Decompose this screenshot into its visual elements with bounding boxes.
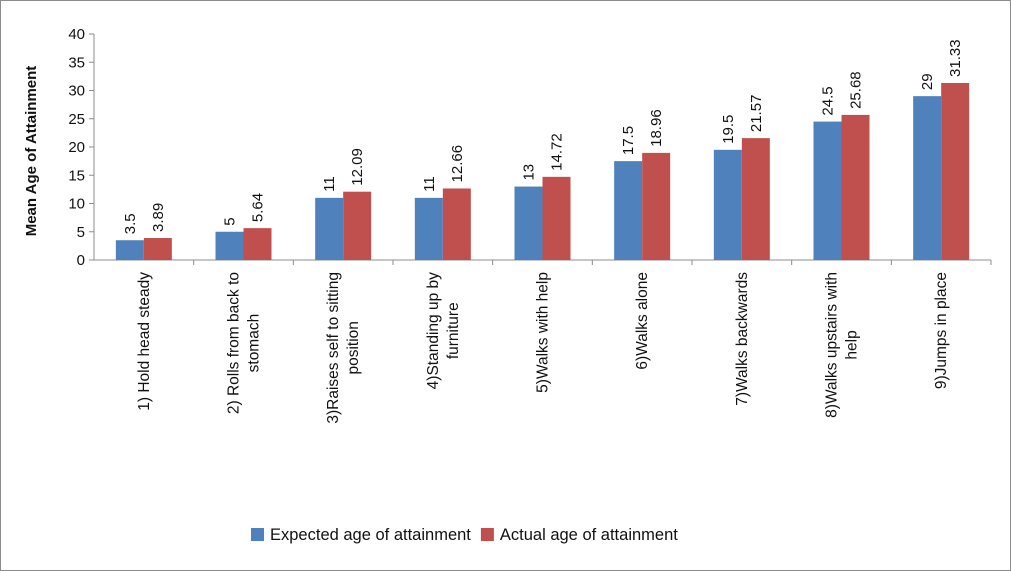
data-label-expected: 24.5 <box>820 86 837 115</box>
data-label-expected: 19.5 <box>720 115 737 144</box>
y-tick-label: 5 <box>77 224 85 241</box>
bar-expected <box>514 186 543 260</box>
legend-swatch-expected <box>251 528 264 541</box>
bar-actual <box>442 188 471 260</box>
y-tick-label: 0 <box>77 252 85 269</box>
data-label-actual: 18.96 <box>648 109 665 147</box>
category-label: 1) Hold head steady <box>136 272 153 411</box>
category-label-line: 8)Walks upstairs with <box>824 272 841 418</box>
category-label-line: 7)Walks backwards <box>734 272 751 406</box>
bar-expected <box>614 161 643 260</box>
bar-actual <box>741 138 770 260</box>
data-label-expected: 17.5 <box>620 126 637 155</box>
bar-expected <box>115 240 144 260</box>
legend-label-expected: Expected age of attainment <box>270 526 471 544</box>
bar-actual <box>941 82 970 260</box>
category-label-line: furniture <box>445 302 462 359</box>
y-tick-label: 35 <box>68 54 85 71</box>
category-label-line: 6)Walks alone <box>634 272 651 370</box>
data-label-actual: 12.09 <box>349 148 366 186</box>
y-tick-label: 10 <box>68 196 85 213</box>
y-tick-label: 40 <box>68 26 85 43</box>
bar-actual <box>343 191 372 260</box>
category-label-line: 9)Jumps in place <box>933 272 950 389</box>
data-label-expected: 11 <box>321 176 338 192</box>
data-label-expected: 29 <box>919 73 936 90</box>
data-label-actual: 3.89 <box>150 203 167 232</box>
category-label: 7)Walks backwards <box>734 272 751 406</box>
data-label-actual: 31.33 <box>947 39 964 77</box>
y-axis-title: Mean Age of Attainment <box>23 66 40 237</box>
data-label-actual: 12.66 <box>449 145 466 183</box>
category-label-line: 3)Raises self to sitting <box>325 272 342 424</box>
category-label: 2) Rolls from back to stomach <box>226 272 263 414</box>
y-tick-label: 20 <box>68 139 85 156</box>
legend-swatch-actual <box>480 528 494 541</box>
bar-expected <box>713 149 742 260</box>
y-tick-label: 30 <box>68 83 85 100</box>
category-label-line: stomach <box>246 314 263 373</box>
category-label: 6)Walks alone <box>634 272 651 370</box>
data-label-expected: 11 <box>421 176 438 192</box>
bar-expected <box>414 197 443 260</box>
data-label-actual: 21.57 <box>748 95 765 133</box>
data-label-expected: 3.5 <box>122 213 139 234</box>
data-label-actual: 25.68 <box>848 71 865 109</box>
bar-actual <box>841 114 870 261</box>
category-label-line: position <box>345 321 362 374</box>
bar-actual <box>243 228 272 260</box>
category-label-line: 4)Standing up by <box>425 272 442 389</box>
data-label-expected: 13 <box>521 164 538 181</box>
data-label-expected: 5 <box>222 217 239 225</box>
bar-expected <box>813 121 842 260</box>
category-label: 5)Walks with help <box>535 272 552 393</box>
bar-expected <box>215 231 244 260</box>
bar-expected <box>315 197 344 260</box>
bar-expected <box>913 96 942 261</box>
category-label-line: 2) Rolls from back to <box>226 272 243 414</box>
bar-actual <box>143 238 172 260</box>
category-label-line: help <box>844 330 861 359</box>
category-label: 3)Raises self to sitting position <box>325 272 362 424</box>
data-label-actual: 14.72 <box>549 133 566 171</box>
legend-label-actual: Actual age of attainment <box>500 526 678 544</box>
category-label: 8)Walks upstairs with help <box>824 272 861 418</box>
category-label-line: 5)Walks with help <box>535 272 552 393</box>
category-label-line: 1) Hold head steady <box>136 272 153 411</box>
y-tick-label: 15 <box>68 167 85 184</box>
y-tick-label: 25 <box>68 111 85 128</box>
bar-actual <box>542 176 571 260</box>
bar-actual <box>642 152 671 260</box>
category-label: 9)Jumps in place <box>933 272 950 389</box>
category-label: 4)Standing up by furniture <box>425 272 462 389</box>
data-label-actual: 5.64 <box>250 193 267 222</box>
